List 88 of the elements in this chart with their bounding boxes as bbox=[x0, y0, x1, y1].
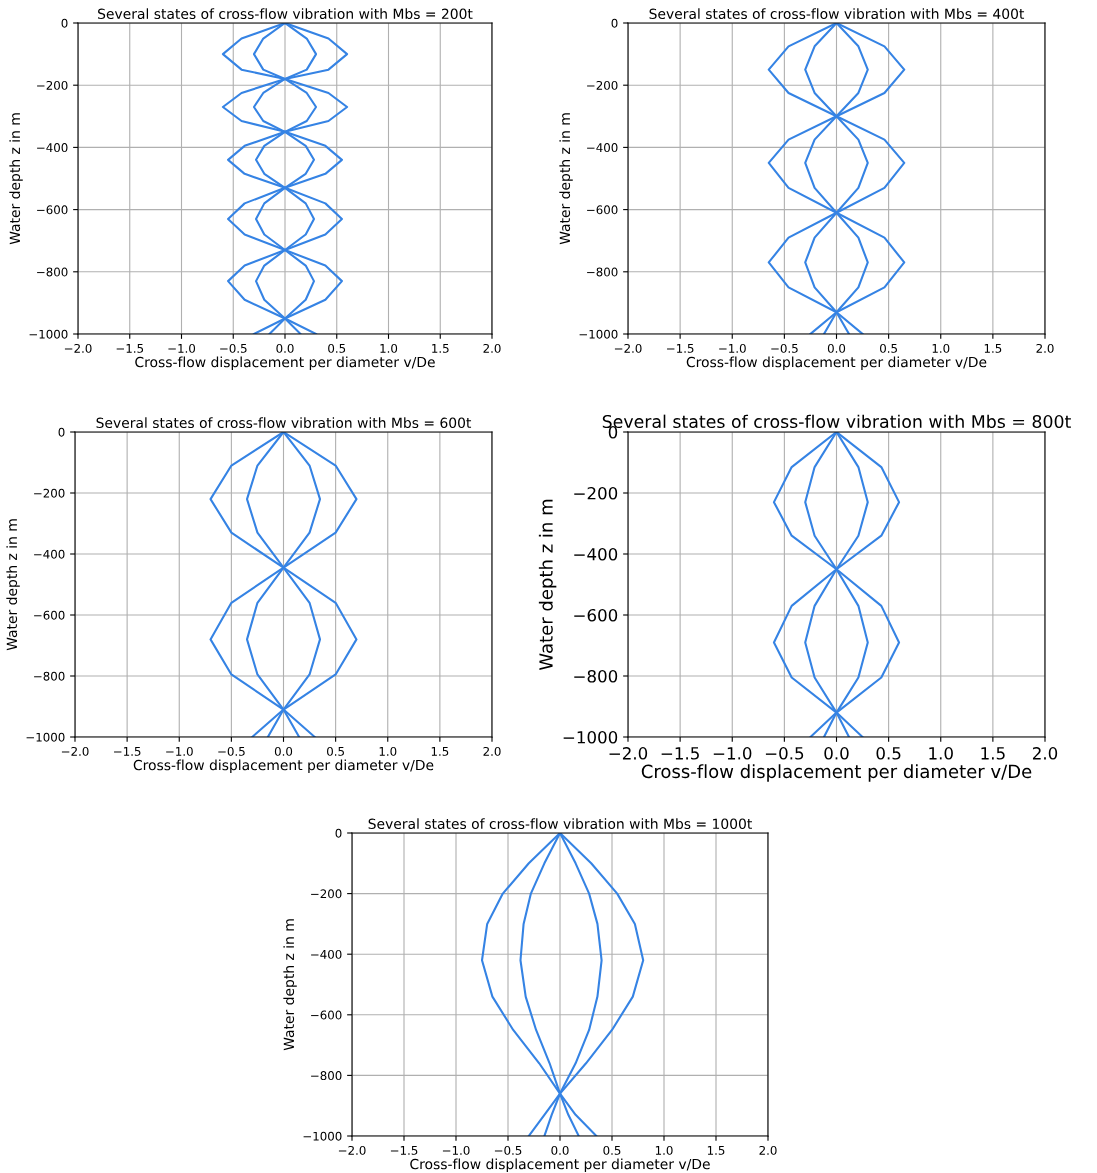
x-tick-label: −0.5 bbox=[765, 747, 804, 760]
y-axis-title: Water depth z in m bbox=[559, 113, 573, 245]
x-tick-label: 2.0 bbox=[483, 746, 501, 756]
x-tick-label: 0.0 bbox=[824, 747, 849, 760]
x-tick-label: 1.5 bbox=[707, 1146, 725, 1155]
x-tick-label: −1.5 bbox=[390, 1146, 418, 1155]
x-tick-label: 0.5 bbox=[327, 746, 344, 756]
x-tick-label: −1.0 bbox=[713, 747, 752, 760]
y-tick-label: −600 bbox=[311, 1010, 342, 1020]
x-tick-label: −2.0 bbox=[61, 746, 89, 756]
x-tick-label: −2.0 bbox=[614, 343, 642, 353]
chart-title: Several states of cross-flow vibration with Mbs = 1000t bbox=[368, 818, 752, 830]
y-tick-label: −800 bbox=[574, 669, 618, 683]
x-axis-title: Cross-flow displacement per diameter v/De bbox=[133, 759, 434, 773]
y-tick-label: −1000 bbox=[303, 1131, 342, 1141]
x-tick-label: 0.0 bbox=[551, 1145, 569, 1155]
x-tick-label: 1.5 bbox=[984, 344, 1002, 353]
y-axis-title: Water depth z in m bbox=[538, 499, 557, 671]
y-tick-label: −800 bbox=[311, 1071, 342, 1081]
x-tick-label: 1.5 bbox=[431, 747, 449, 756]
x-axis-title: Cross-flow displacement per diameter v/De bbox=[410, 1158, 710, 1172]
y-tick-label: 0 bbox=[58, 427, 65, 437]
x-tick-label: 0.5 bbox=[328, 343, 346, 353]
x-axis-title: Cross-flow displacement per diameter v/De bbox=[641, 764, 1032, 782]
y-tick-label: −200 bbox=[37, 80, 68, 90]
x-tick-label: 1.0 bbox=[655, 1145, 673, 1155]
x-tick-label: 0.0 bbox=[276, 343, 294, 353]
y-tick-label: −400 bbox=[574, 547, 618, 561]
x-tick-label: 1.0 bbox=[929, 747, 953, 760]
x-tick-label: 2.0 bbox=[1032, 747, 1058, 760]
y-tick-label: −1000 bbox=[26, 732, 65, 742]
y-tick-label: −600 bbox=[37, 205, 68, 215]
x-tick-label: −1.0 bbox=[168, 343, 196, 353]
y-tick-label: −800 bbox=[37, 267, 68, 277]
y-tick-label: −200 bbox=[34, 488, 65, 498]
x-axis-title: Cross-flow displacement per diameter v/De bbox=[686, 356, 987, 370]
y-tick-label: −200 bbox=[574, 486, 618, 500]
y-tick-label: −800 bbox=[587, 267, 618, 277]
x-tick-label: −2.0 bbox=[338, 1145, 366, 1155]
x-tick-label: 1.0 bbox=[380, 343, 398, 353]
chart-title: Several states of cross-flow vibration with Mbs = 600t bbox=[96, 417, 472, 429]
y-tick-label: −200 bbox=[587, 80, 618, 90]
chart-title: Several states of cross-flow vibration with Mbs = 400t bbox=[649, 8, 1025, 20]
x-tick-label: 0.5 bbox=[603, 1145, 621, 1155]
y-tick-label: −600 bbox=[574, 608, 618, 622]
y-tick-label: −400 bbox=[37, 143, 68, 153]
y-tick-label: −400 bbox=[311, 949, 342, 959]
x-tick-label: −1.0 bbox=[442, 1145, 470, 1155]
x-tick-label: −0.5 bbox=[771, 343, 798, 353]
x-tick-label: 1.5 bbox=[981, 747, 1005, 760]
x-tick-label: −1.5 bbox=[661, 747, 699, 760]
x-tick-label: −1.5 bbox=[116, 344, 144, 353]
y-tick-label: −1000 bbox=[563, 730, 618, 744]
y-tick-label: −600 bbox=[34, 610, 65, 620]
x-tick-label: 2.0 bbox=[1036, 343, 1054, 353]
y-tick-label: 0 bbox=[61, 18, 68, 28]
x-tick-label: −0.5 bbox=[218, 746, 245, 756]
x-axis-title: Cross-flow displacement per diameter v/De bbox=[135, 356, 435, 370]
x-tick-label: −1.5 bbox=[114, 747, 141, 756]
x-tick-label: −0.5 bbox=[494, 1145, 522, 1155]
chart-title: Several states of cross-flow vibration with Mbs = 200t bbox=[98, 8, 473, 20]
y-tick-label: −1000 bbox=[579, 329, 618, 339]
x-tick-label: 1.0 bbox=[932, 343, 950, 353]
y-axis-title: Water depth z in m bbox=[9, 113, 23, 245]
y-tick-label: −400 bbox=[34, 549, 65, 559]
x-tick-label: 2.0 bbox=[759, 1145, 777, 1155]
y-tick-label: 0 bbox=[335, 828, 342, 838]
x-tick-label: 0.0 bbox=[274, 746, 293, 756]
x-tick-label: 0.0 bbox=[827, 343, 846, 353]
x-tick-label: −0.5 bbox=[220, 343, 247, 353]
y-tick-label: 0 bbox=[611, 18, 618, 28]
x-tick-label: −2.0 bbox=[609, 747, 648, 760]
y-tick-label: −600 bbox=[587, 205, 618, 215]
y-tick-label: −400 bbox=[587, 143, 618, 153]
y-tick-label: −200 bbox=[311, 889, 342, 899]
x-tick-label: −2.0 bbox=[64, 343, 92, 353]
x-tick-label: 1.0 bbox=[379, 746, 397, 756]
x-tick-label: 1.5 bbox=[432, 344, 449, 353]
y-tick-label: −1000 bbox=[29, 329, 68, 339]
x-tick-label: 0.5 bbox=[880, 343, 897, 353]
y-axis-title: Water depth z in m bbox=[6, 519, 20, 651]
y-tick-label: −800 bbox=[34, 671, 65, 681]
x-tick-label: −1.0 bbox=[719, 343, 746, 353]
x-tick-label: −1.0 bbox=[166, 746, 193, 756]
x-tick-label: 0.5 bbox=[876, 747, 901, 760]
y-axis-title: Water depth z in m bbox=[283, 919, 297, 1051]
x-tick-label: −1.5 bbox=[667, 344, 694, 353]
x-tick-label: 2.0 bbox=[483, 343, 501, 353]
